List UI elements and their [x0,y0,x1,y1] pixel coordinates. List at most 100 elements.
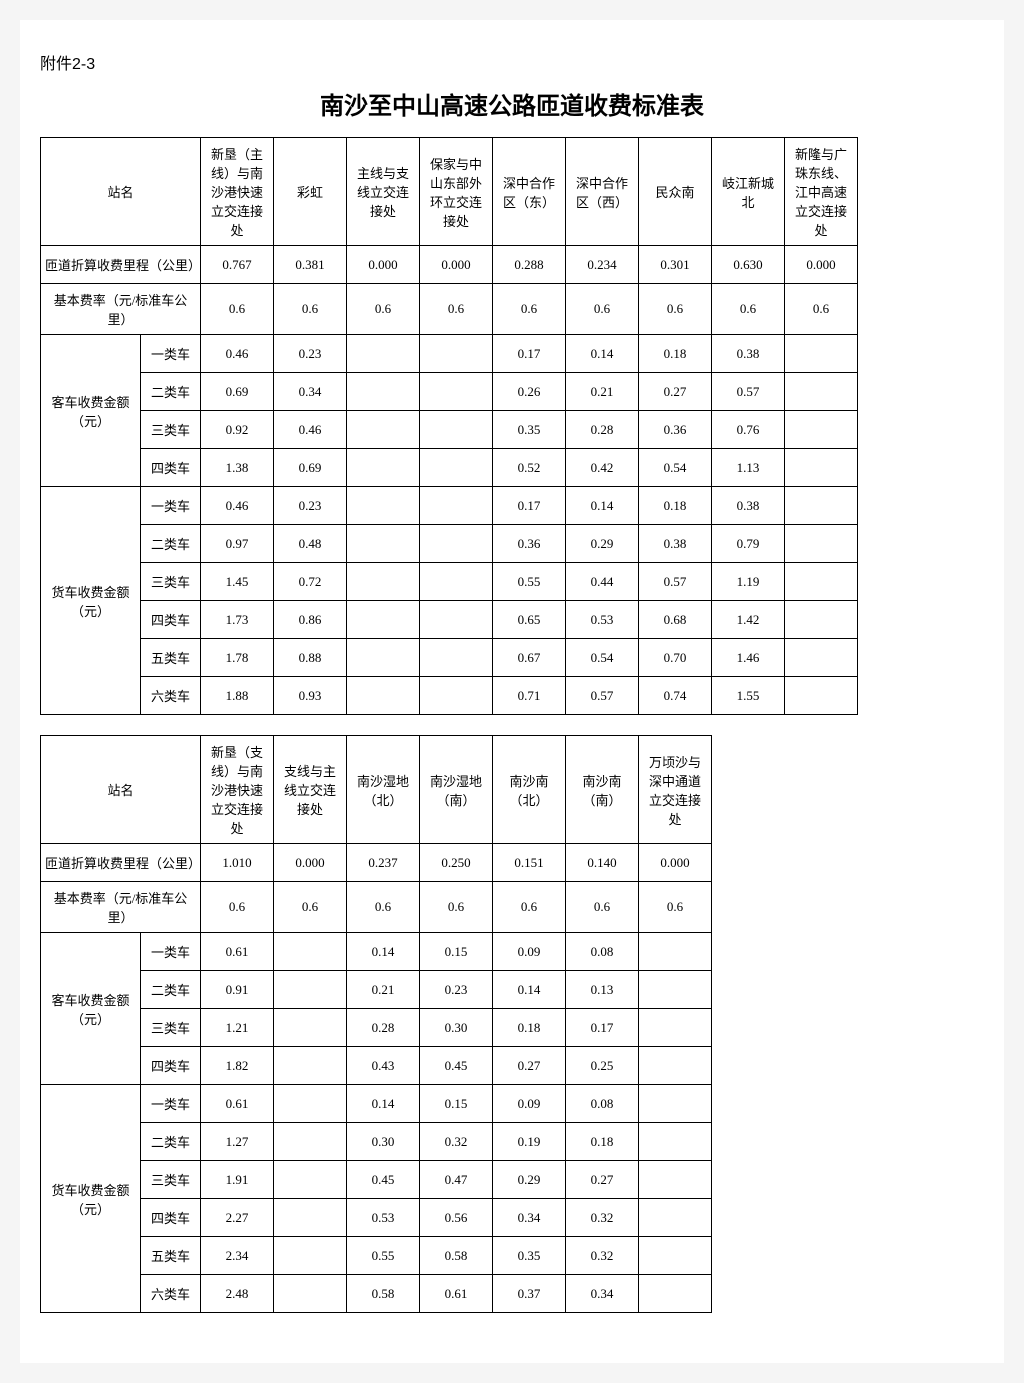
th-st-6: 万顷沙与深中通道立交连接处 [639,736,712,844]
cell: 0.14 [493,971,566,1009]
cell: 0.55 [347,1237,420,1275]
cell [639,1123,712,1161]
cell: 0.6 [274,284,347,335]
cell [274,1161,347,1199]
th-station: 站名 [41,138,201,246]
cell [785,563,858,601]
cell [785,677,858,715]
th-st-5: 深中合作区（西） [566,138,639,246]
cell: 0.08 [566,933,639,971]
cell: 0.18 [493,1009,566,1047]
th-c3: 三类车 [141,1161,201,1199]
cell: 0.30 [347,1123,420,1161]
cell: 0.54 [639,449,712,487]
th-c2: 二类车 [141,373,201,411]
cell: 0.14 [566,487,639,525]
cell [420,563,493,601]
cell: 0.000 [420,246,493,284]
th-st-2: 主线与支线立交连接处 [347,138,420,246]
cell: 0.6 [347,882,420,933]
cell: 0.6 [420,284,493,335]
th-c2: 二类车 [141,1123,201,1161]
cell: 0.46 [201,487,274,525]
cell: 0.61 [201,1085,274,1123]
cell: 0.46 [201,335,274,373]
th-c5: 五类车 [141,1237,201,1275]
cell [639,1275,712,1313]
cell: 0.79 [712,525,785,563]
cell [347,373,420,411]
th-baserate: 基本费率（元/标准车公里） [41,284,201,335]
cell: 0.151 [493,844,566,882]
fee-table-2: 站名 新垦（支线）与南沙港快速立交连接处 支线与主线立交连接处 南沙湿地（北） … [40,735,712,1313]
cell: 1.82 [201,1047,274,1085]
cell: 0.56 [420,1199,493,1237]
cell: 0.88 [274,639,347,677]
cell: 1.38 [201,449,274,487]
cell: 0.35 [493,1237,566,1275]
cell: 0.69 [201,373,274,411]
th-truck: 货车收费金额（元） [41,1085,141,1313]
cell: 0.6 [493,284,566,335]
cell [639,1009,712,1047]
cell: 0.32 [566,1237,639,1275]
cell: 0.17 [493,335,566,373]
th-c1: 一类车 [141,335,201,373]
cell: 0.6 [420,882,493,933]
cell [785,449,858,487]
cell [420,487,493,525]
cell: 0.6 [201,882,274,933]
th-st-3: 南沙湿地（南） [420,736,493,844]
cell [785,487,858,525]
cell [347,487,420,525]
cell: 0.58 [420,1237,493,1275]
cell: 0.70 [639,639,712,677]
cell: 0.140 [566,844,639,882]
cell: 2.27 [201,1199,274,1237]
cell: 0.32 [566,1199,639,1237]
cell [274,933,347,971]
th-c1: 一类车 [141,1085,201,1123]
cell: 0.34 [566,1275,639,1313]
cell: 0.000 [639,844,712,882]
cell [420,601,493,639]
cell [420,449,493,487]
cell: 0.74 [639,677,712,715]
cell: 0.58 [347,1275,420,1313]
th-st-7: 岐江新城北 [712,138,785,246]
cell [274,1199,347,1237]
cell [347,639,420,677]
cell: 0.45 [347,1161,420,1199]
cell [274,1123,347,1161]
cell: 0.91 [201,971,274,1009]
th-baserate: 基本费率（元/标准车公里） [41,882,201,933]
cell: 0.6 [712,284,785,335]
cell: 0.86 [274,601,347,639]
cell: 0.18 [566,1123,639,1161]
cell: 0.6 [639,284,712,335]
cell: 0.18 [639,487,712,525]
cell [785,411,858,449]
cell: 1.13 [712,449,785,487]
cell [420,677,493,715]
th-c3: 三类车 [141,411,201,449]
th-c4: 四类车 [141,601,201,639]
cell [347,411,420,449]
cell: 0.17 [566,1009,639,1047]
cell: 0.97 [201,525,274,563]
th-c1: 一类车 [141,487,201,525]
cell: 1.91 [201,1161,274,1199]
cell: 0.09 [493,1085,566,1123]
cell: 0.76 [712,411,785,449]
cell: 1.73 [201,601,274,639]
cell: 0.61 [201,933,274,971]
cell: 0.000 [274,844,347,882]
cell: 0.301 [639,246,712,284]
th-c4: 四类车 [141,1047,201,1085]
cell: 0.25 [566,1047,639,1085]
th-c2: 二类车 [141,525,201,563]
cell: 2.34 [201,1237,274,1275]
th-mileage: 匝道折算收费里程（公里） [41,844,201,882]
cell: 0.68 [639,601,712,639]
cell [639,1161,712,1199]
